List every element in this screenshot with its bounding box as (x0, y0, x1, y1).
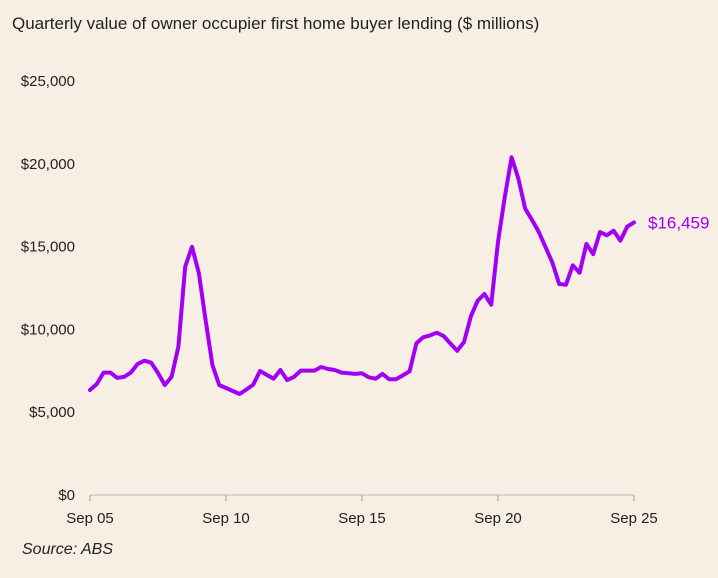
source-note: Source: ABS (22, 541, 114, 558)
x-tick-label: Sep 10 (202, 510, 250, 527)
series-line (88, 155, 636, 396)
end-value-label: $16,459 (648, 213, 709, 232)
chart-title: Quarterly value of owner occupier first … (12, 14, 540, 33)
y-tick-label: $0 (58, 487, 75, 504)
x-tick-label: Sep 25 (610, 510, 658, 527)
y-tick-label: $15,000 (21, 239, 75, 256)
x-tick-label: Sep 20 (474, 510, 522, 527)
x-tick-label: Sep 15 (338, 510, 386, 527)
y-tick-label: $5,000 (29, 404, 75, 421)
x-tick-label: Sep 05 (66, 510, 114, 527)
y-tick-label: $10,000 (21, 321, 75, 338)
y-tick-label: $25,000 (21, 73, 75, 90)
y-tick-label: $20,000 (21, 156, 75, 173)
